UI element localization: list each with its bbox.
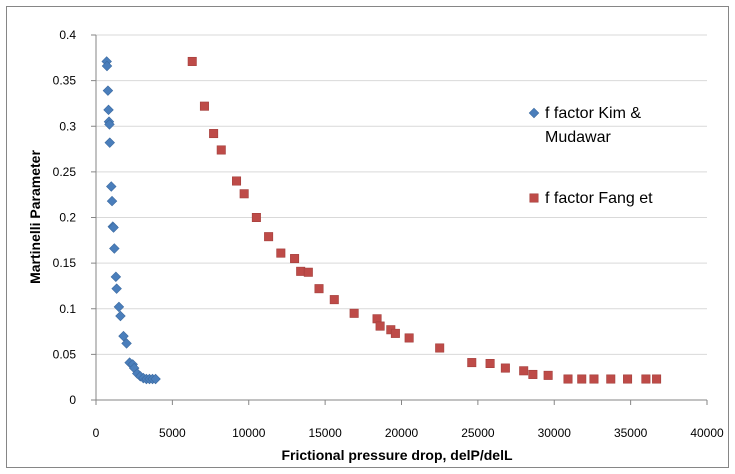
y-tick-label: 0.35 bbox=[53, 74, 77, 88]
data-point bbox=[104, 119, 115, 130]
data-point bbox=[641, 374, 651, 384]
data-point bbox=[251, 213, 261, 223]
x-tick-label: 10000 bbox=[232, 426, 266, 440]
data-point bbox=[589, 374, 599, 384]
data-point bbox=[528, 369, 538, 379]
x-tick-label: 40000 bbox=[690, 426, 724, 440]
x-tick-label: 25000 bbox=[461, 426, 495, 440]
data-point bbox=[606, 374, 616, 384]
data-point bbox=[314, 284, 324, 294]
legend-item-1: f factor Kim & Mudawar bbox=[528, 105, 641, 146]
legend: f factor Kim & Mudawar f factor Fang et bbox=[528, 105, 653, 207]
data-point bbox=[303, 267, 313, 277]
chart-area-border bbox=[6, 6, 729, 468]
legend-item-2: f factor Fang et bbox=[529, 190, 653, 207]
data-series bbox=[101, 56, 662, 385]
data-point bbox=[110, 271, 122, 283]
axes bbox=[91, 34, 708, 405]
data-point bbox=[623, 374, 633, 384]
data-point bbox=[329, 295, 339, 305]
data-point bbox=[563, 374, 573, 384]
y-tick-label: 0.05 bbox=[53, 347, 77, 361]
data-point bbox=[349, 308, 359, 318]
data-point bbox=[500, 363, 510, 373]
legend-diamond-marker bbox=[528, 107, 540, 119]
y-tick-label: 0 bbox=[69, 393, 76, 407]
legend-square-marker bbox=[529, 193, 539, 203]
data-point bbox=[121, 338, 132, 349]
y-tick-label: 0.2 bbox=[59, 211, 76, 225]
data-point bbox=[290, 254, 300, 264]
data-point bbox=[104, 137, 115, 148]
data-point bbox=[375, 321, 385, 331]
data-point bbox=[109, 243, 120, 254]
x-tick-label: 30000 bbox=[538, 426, 572, 440]
data-point bbox=[199, 101, 209, 111]
data-point bbox=[519, 366, 529, 376]
x-tick-label: 15000 bbox=[308, 426, 342, 440]
y-tick-label: 0.25 bbox=[53, 165, 77, 179]
data-point bbox=[103, 104, 114, 116]
data-point bbox=[209, 129, 219, 139]
data-point bbox=[106, 181, 117, 192]
y-tick-label: 0.3 bbox=[59, 119, 76, 133]
data-point bbox=[187, 56, 197, 66]
series-2 bbox=[187, 56, 662, 384]
gridlines bbox=[96, 34, 707, 355]
y-tick-label: 0.1 bbox=[59, 302, 76, 316]
data-point bbox=[216, 145, 226, 155]
data-point bbox=[106, 195, 118, 207]
data-point bbox=[577, 374, 587, 384]
x-axis-title: Frictional pressure drop, delP/delL bbox=[281, 447, 512, 463]
legend-label: f factor Kim & bbox=[545, 105, 641, 122]
x-tick-label: 5000 bbox=[159, 426, 186, 440]
data-point bbox=[467, 358, 477, 368]
data-point bbox=[276, 248, 286, 258]
data-point bbox=[652, 374, 662, 384]
data-point bbox=[543, 370, 553, 380]
data-point bbox=[118, 330, 129, 342]
legend-label: Mudawar bbox=[545, 129, 611, 146]
data-point bbox=[390, 328, 400, 338]
data-point bbox=[404, 333, 414, 343]
y-tick-label: 0.15 bbox=[53, 256, 77, 270]
data-point bbox=[296, 266, 306, 276]
data-point bbox=[115, 310, 126, 322]
x-tick-label: 0 bbox=[93, 426, 100, 440]
tick-labels: 0 0.05 0.1 0.15 0.2 0.25 0.3 0.35 0.4 0 5000 10000 1… bbox=[53, 28, 724, 440]
y-tick-label: 0.4 bbox=[59, 28, 76, 42]
data-point bbox=[150, 373, 161, 385]
x-tick-label: 35000 bbox=[614, 426, 648, 440]
series-1 bbox=[101, 56, 161, 385]
data-point bbox=[102, 85, 114, 96]
data-point bbox=[111, 283, 122, 294]
data-point bbox=[232, 176, 242, 186]
data-point bbox=[239, 189, 249, 199]
data-point bbox=[101, 60, 113, 72]
x-tick-label: 20000 bbox=[385, 426, 419, 440]
data-point bbox=[485, 358, 495, 368]
data-point bbox=[264, 232, 274, 242]
data-point bbox=[108, 222, 119, 233]
y-axis-title: Martinelli Parameter bbox=[27, 150, 43, 284]
data-point bbox=[113, 301, 125, 313]
data-point bbox=[435, 343, 445, 353]
legend-label: f factor Fang et bbox=[545, 190, 653, 207]
